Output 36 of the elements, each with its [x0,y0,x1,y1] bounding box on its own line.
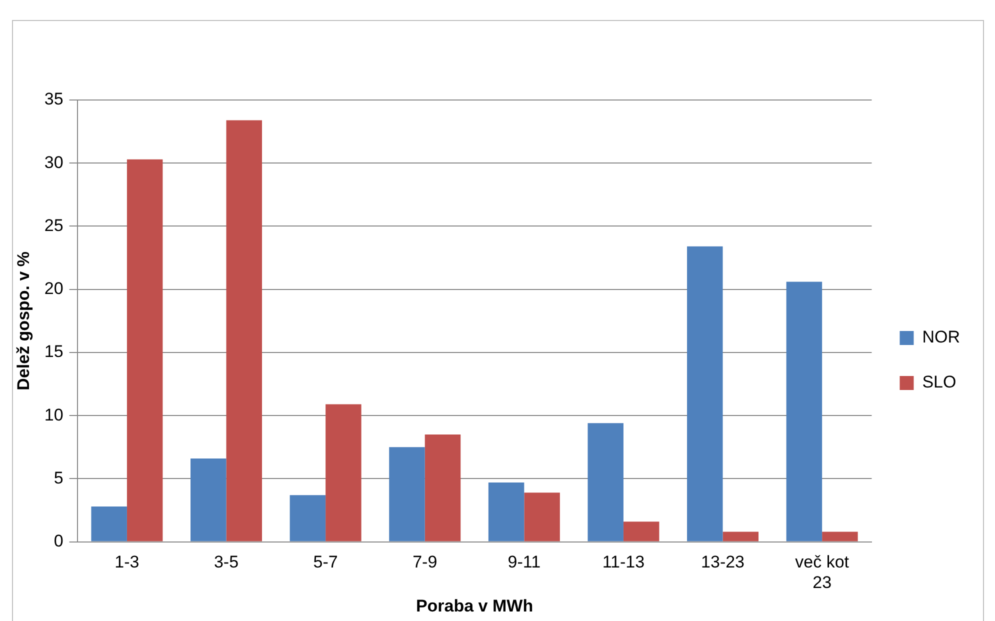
x-tick-label: 13-23 [701,552,745,572]
x-tick-label: 11-13 [602,552,645,572]
bar [326,404,362,542]
bar [91,506,127,542]
bar [190,458,226,542]
y-axis-title: Delež gospo. v % [14,251,33,390]
y-tick-label: 25 [44,216,64,235]
x-tick-label: 5-7 [313,552,338,572]
y-tick-label: 10 [44,405,64,424]
x-axis-title: Poraba v MWh [416,596,534,616]
x-tick-label: več kot 23 [795,552,850,592]
x-tick-label: 1-3 [114,552,140,572]
bar [389,447,425,542]
y-tick-label: 35 [44,90,64,109]
bar [290,495,326,542]
y-tick-label: 20 [44,279,64,298]
bar [126,159,163,542]
bar [488,482,524,542]
y-tick-label: 15 [44,342,64,362]
legend-label: NOR [922,328,960,347]
y-tick-label: 0 [54,531,64,550]
bar [424,434,461,542]
y-tick-label: 5 [54,468,64,488]
bar [722,532,759,542]
bar [687,246,723,542]
x-tick-label: 7-9 [412,552,438,572]
legend-label: SLO [922,372,956,392]
y-tick-label: 30 [44,152,64,172]
bar [588,423,624,542]
bar [822,532,858,542]
bar [786,282,822,542]
x-tick-label: 9-11 [508,552,541,572]
bar [623,522,660,542]
bar [226,120,262,542]
x-tick-label: 3-5 [214,552,239,572]
bar [524,492,560,542]
